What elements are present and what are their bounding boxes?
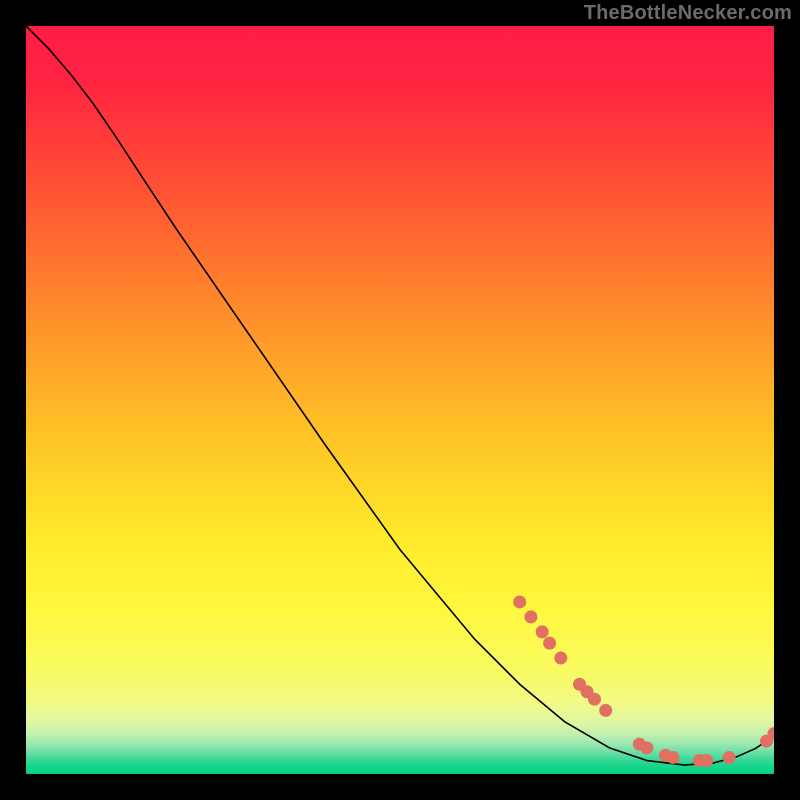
scatter-point [723, 751, 736, 764]
scatter-point [700, 754, 713, 767]
scatter-point [524, 610, 537, 623]
scatter-point [536, 625, 549, 638]
scatter-point [588, 693, 601, 706]
scatter-point [640, 741, 653, 754]
scatter-point [667, 751, 680, 764]
plot-area [26, 26, 774, 774]
scatter-point [543, 637, 556, 650]
plot-svg [26, 26, 774, 774]
scatter-point [554, 652, 567, 665]
gradient-background [26, 26, 774, 774]
chart-frame: TheBottleNecker.com [0, 0, 800, 800]
scatter-point [599, 704, 612, 717]
scatter-point [513, 595, 526, 608]
watermark-text: TheBottleNecker.com [584, 2, 792, 25]
